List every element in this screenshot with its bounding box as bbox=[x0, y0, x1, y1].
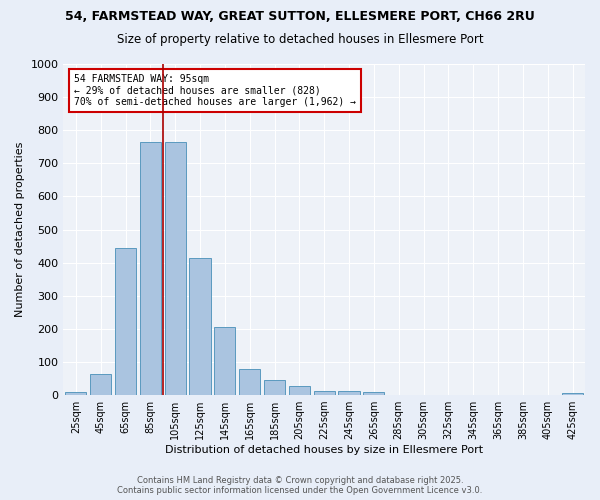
Bar bbox=[65, 392, 86, 395]
Bar bbox=[115, 248, 136, 395]
Bar bbox=[190, 258, 211, 395]
Bar bbox=[164, 142, 186, 395]
Text: Size of property relative to detached houses in Ellesmere Port: Size of property relative to detached ho… bbox=[116, 32, 484, 46]
Bar bbox=[214, 327, 235, 395]
Bar bbox=[140, 142, 161, 395]
Y-axis label: Number of detached properties: Number of detached properties bbox=[15, 142, 25, 317]
Bar bbox=[90, 374, 111, 395]
Bar bbox=[289, 386, 310, 395]
Bar bbox=[562, 393, 583, 395]
Bar bbox=[264, 380, 285, 395]
Bar bbox=[314, 391, 335, 395]
Bar bbox=[364, 392, 385, 395]
Bar bbox=[239, 368, 260, 395]
Text: Contains HM Land Registry data © Crown copyright and database right 2025.
Contai: Contains HM Land Registry data © Crown c… bbox=[118, 476, 482, 495]
Bar bbox=[338, 391, 359, 395]
X-axis label: Distribution of detached houses by size in Ellesmere Port: Distribution of detached houses by size … bbox=[165, 445, 483, 455]
Text: 54 FARMSTEAD WAY: 95sqm
← 29% of detached houses are smaller (828)
70% of semi-d: 54 FARMSTEAD WAY: 95sqm ← 29% of detache… bbox=[74, 74, 356, 107]
Text: 54, FARMSTEAD WAY, GREAT SUTTON, ELLESMERE PORT, CH66 2RU: 54, FARMSTEAD WAY, GREAT SUTTON, ELLESME… bbox=[65, 10, 535, 23]
